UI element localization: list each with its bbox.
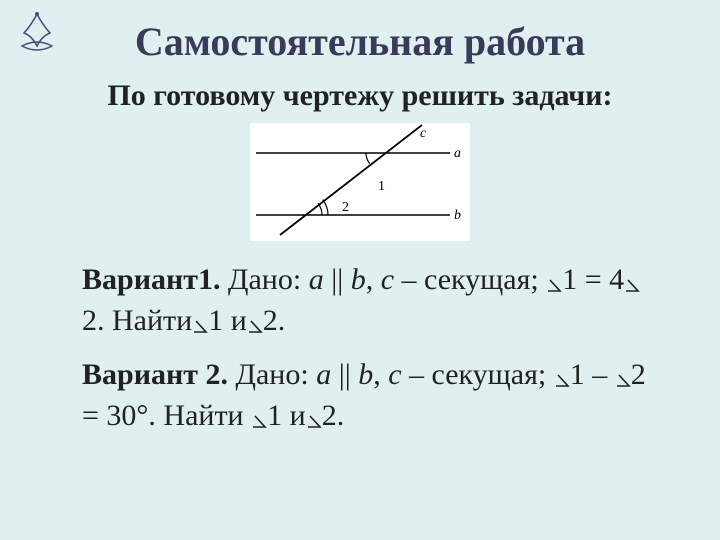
svg-text:2: 2 (342, 200, 349, 215)
variant-2: Вариант 2. Дано: a || b, c – секущая; 1 … (82, 355, 650, 436)
logo-icon (12, 8, 62, 58)
variant-2-secant: – секущая; (402, 358, 554, 391)
variant-2-eq4: 2. (322, 399, 345, 432)
angle-icon (615, 359, 631, 375)
variant-2-eq3: 1 и (267, 399, 306, 432)
angle-icon (546, 264, 562, 280)
variant-1-label: Вариант1. (82, 263, 221, 296)
geometry-diagram: c a b 1 2 (250, 123, 470, 241)
variant-2-c: c (388, 358, 401, 391)
variant-1-c: c (381, 263, 394, 296)
variant-2-label: Вариант 2. (82, 358, 228, 391)
angle-icon (192, 305, 208, 321)
angle-icon (306, 400, 322, 416)
angle-icon (251, 400, 267, 416)
svg-text:a: a (454, 146, 461, 161)
variant-1-parallel: || (324, 263, 351, 296)
subtitle: По готовому чертежу решить задачи: (0, 79, 720, 113)
page-title: Самостоятельная работа (0, 0, 720, 73)
variant-1-eq3: 1 и (208, 304, 247, 337)
variant-1-eq4: 2. (263, 304, 286, 337)
svg-text:b: b (454, 208, 461, 223)
angle-icon (554, 359, 570, 375)
angle-icon (247, 305, 263, 321)
variant-1-secant: – секущая; (394, 263, 546, 296)
variant-2-parallel: || (331, 358, 358, 391)
svg-text:1: 1 (378, 179, 385, 194)
content-body: Вариант1. Дано: a || b, c – секущая; 1 =… (0, 260, 720, 436)
variant-1-given: Дано: (221, 263, 309, 296)
variant-1: Вариант1. Дано: a || b, c – секущая; 1 =… (82, 260, 650, 341)
variant-1-eq1: 1 = 4 (562, 263, 624, 296)
variant-1-a: a (309, 263, 324, 296)
svg-text:c: c (420, 126, 427, 141)
diagram-container: c a b 1 2 (0, 123, 720, 246)
variant-1-eq2: 2. Найти (82, 304, 192, 337)
variant-1-b: b (351, 263, 366, 296)
variant-2-b: b (358, 358, 373, 391)
variant-2-a: a (316, 358, 331, 391)
angle-icon (624, 264, 640, 280)
variant-2-eq1: 1 – (570, 358, 615, 391)
variant-1-comma: , (366, 263, 381, 296)
variant-2-comma: , (373, 358, 388, 391)
variant-2-given: Дано: (228, 358, 316, 391)
